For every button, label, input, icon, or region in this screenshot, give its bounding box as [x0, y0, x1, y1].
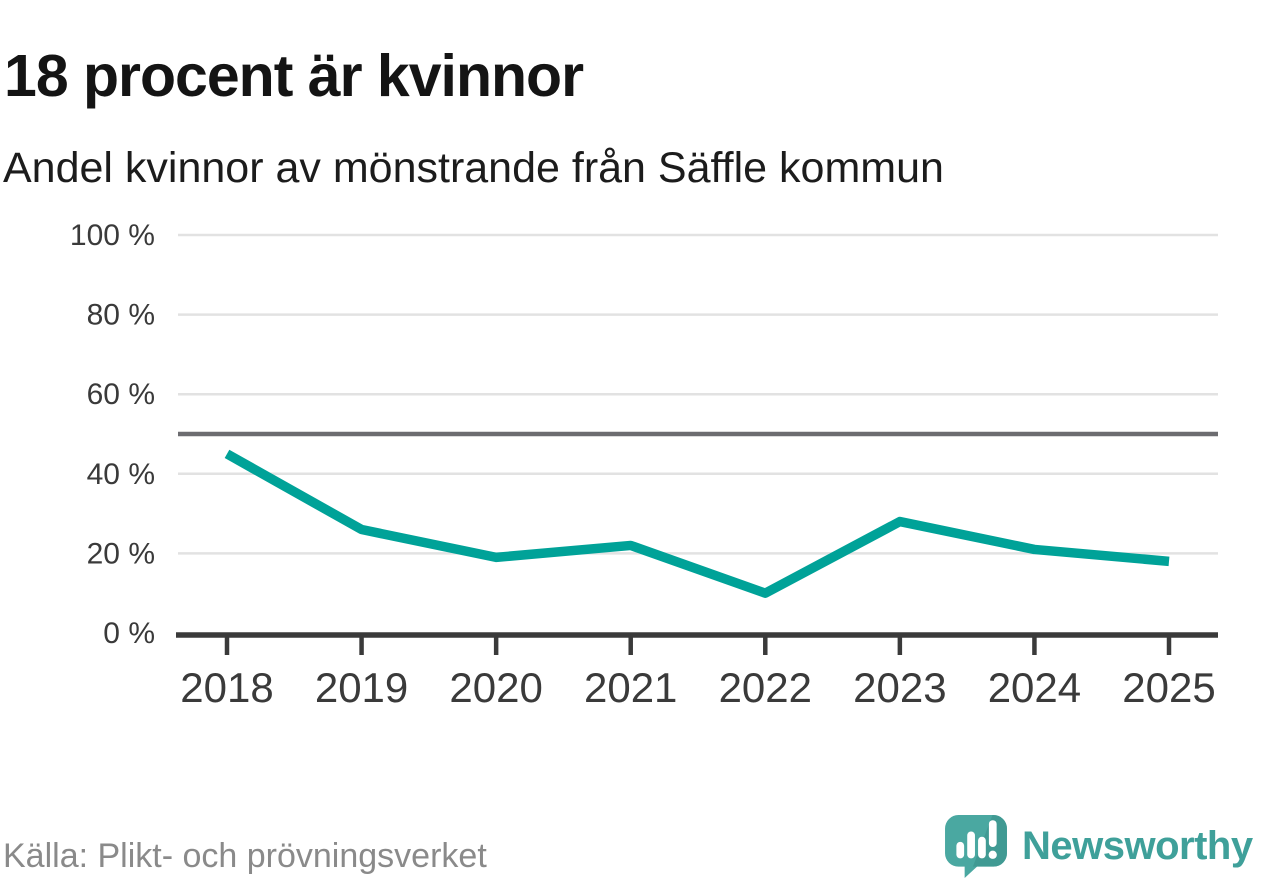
y-tick-label: 80 % [87, 299, 155, 332]
logo-exclamation-bar [988, 820, 997, 848]
x-tick-label: 2023 [853, 664, 946, 711]
x-tick-label: 2022 [719, 664, 812, 711]
x-tick-label: 2020 [449, 664, 542, 711]
y-tick-label: 0 % [103, 617, 155, 650]
y-tick-label: 60 % [87, 378, 155, 411]
y-tick-label: 40 % [87, 458, 155, 491]
data-line [224, 449, 1170, 598]
x-tick-label: 2021 [584, 664, 677, 711]
logo-exclamation-dot [988, 850, 997, 859]
newsworthy-logo-icon [945, 815, 1007, 878]
x-tick-label: 2019 [315, 664, 408, 711]
line-chart: 0 % 20 % 40 % 60 % 80 % 100 % 2018 2019 2020 2021… [70, 219, 1218, 711]
x-tick-label: 2024 [988, 664, 1081, 711]
logo-bar-1 [956, 841, 965, 859]
brand-footer: Newsworthy [944, 813, 1262, 879]
x-tick-label: 2025 [1122, 664, 1215, 711]
page-title: 18 procent är kvinnor [4, 42, 584, 109]
y-tick-label: 100 % [70, 219, 155, 252]
logo-bar-3 [978, 836, 986, 859]
logo-bar-2 [967, 831, 975, 859]
x-tick-label: 2018 [180, 664, 273, 711]
y-tick-label: 20 % [87, 537, 155, 570]
source-note: Källa: Plikt- och prövningsverket [3, 837, 487, 875]
chart-subtitle: Andel kvinnor av mönstrande från Säffle … [3, 144, 944, 192]
brand-name: Newsworthy [1022, 823, 1253, 868]
